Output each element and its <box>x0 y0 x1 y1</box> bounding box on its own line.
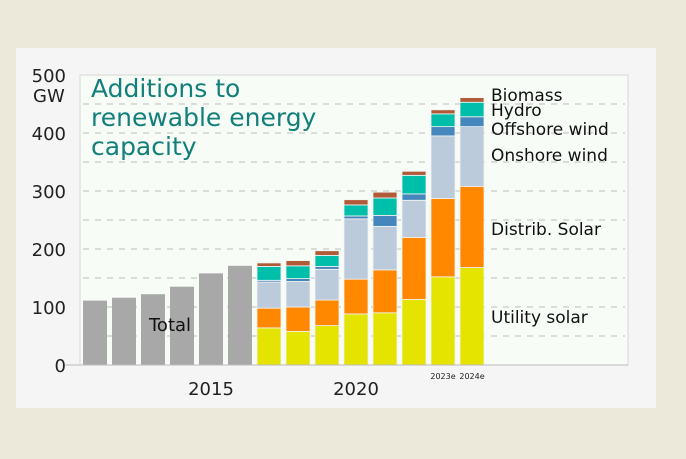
legend-label-utility-solar: Utility solar <box>491 308 588 328</box>
bar-biomass-2022 <box>401 170 427 176</box>
chart-title-line: Additions to <box>91 74 240 103</box>
bar-hydro-2017 <box>256 265 282 281</box>
bar-biomass-2018 <box>285 260 311 267</box>
bar-distrib-solar-2020 <box>343 278 369 315</box>
bar-offshore-wind-2023e <box>430 126 456 137</box>
y-tick-label: 300 <box>32 182 66 203</box>
chart-title-line: renewable energy <box>91 103 317 132</box>
bar-hydro-2020 <box>343 204 369 217</box>
bar-hydro-2023e <box>430 113 456 128</box>
y-axis-unit: GW <box>33 86 65 107</box>
bar-utility-solar-2022 <box>401 299 427 366</box>
bar-distrib-solar-2024e <box>459 185 485 268</box>
bar-utility-solar-2017 <box>256 327 282 366</box>
legend-label-biomass: Biomass <box>491 86 563 106</box>
bar-utility-solar-2019 <box>314 325 340 366</box>
y-tick-label: 200 <box>32 240 66 261</box>
bar-total-2016 <box>228 265 252 365</box>
bar-distrib-solar-2017 <box>256 307 282 329</box>
x-tick-label: 2020 <box>333 379 379 400</box>
bar-hydro-2024e <box>459 101 485 118</box>
bar-hydro-2018 <box>285 265 311 279</box>
bar-distrib-solar-2021 <box>372 269 398 314</box>
bar-onshore-wind-2021 <box>372 225 398 271</box>
x-tick-label: 2024e <box>459 372 484 381</box>
bar-biomass-2024e <box>459 97 485 103</box>
bar-onshore-wind-2020 <box>343 218 369 280</box>
bar-utility-solar-2020 <box>343 313 369 366</box>
total-label: Total <box>148 315 191 336</box>
bar-offshore-wind-2024e <box>459 116 485 128</box>
bar-total-2011 <box>83 300 107 365</box>
bar-hydro-2022 <box>401 174 427 195</box>
bar-offshore-wind-2022 <box>401 193 427 201</box>
bar-biomass-2023e <box>430 109 456 115</box>
bar-hydro-2019 <box>314 254 340 267</box>
legend-label-hydro: Hydro <box>491 101 542 121</box>
bar-utility-solar-2021 <box>372 312 398 366</box>
bar-biomass-2019 <box>314 250 340 256</box>
y-tick-label: 500 <box>32 66 66 87</box>
legend-label-distrib-solar: Distrib. Solar <box>491 220 601 240</box>
bar-utility-solar-2024e <box>459 267 485 366</box>
y-tick-label: 400 <box>32 124 66 145</box>
bar-biomass-2017 <box>256 262 282 267</box>
bar-biomass-2020 <box>343 199 369 206</box>
bar-utility-solar-2023e <box>430 276 456 366</box>
legend-label-onshore-wind: Onshore wind <box>491 146 608 166</box>
bar-total-2013 <box>141 294 165 365</box>
bar-onshore-wind-2018 <box>285 281 311 308</box>
bar-distrib-solar-2022 <box>401 236 427 300</box>
bar-utility-solar-2018 <box>285 330 311 366</box>
y-tick-label: 0 <box>55 356 66 377</box>
y-tick-label: 100 <box>32 298 66 319</box>
bar-biomass-2021 <box>372 191 398 199</box>
bar-onshore-wind-2023e <box>430 135 456 199</box>
x-tick-label: 2023e <box>430 372 455 381</box>
bar-offshore-wind-2020 <box>343 215 369 220</box>
legend-label-offshore-wind: Offshore wind <box>491 120 609 140</box>
bar-onshore-wind-2017 <box>256 281 282 309</box>
bar-offshore-wind-2018 <box>285 278 311 282</box>
bar-onshore-wind-2024e <box>459 126 485 187</box>
bar-total-2014 <box>170 286 194 365</box>
chart-title-line: capacity <box>91 132 197 161</box>
bar-distrib-solar-2019 <box>314 299 340 326</box>
bar-total-2015 <box>199 273 223 365</box>
bar-total-2012 <box>112 297 136 365</box>
bar-distrib-solar-2018 <box>285 306 311 332</box>
bar-offshore-wind-2021 <box>372 214 398 227</box>
x-tick-label: 2015 <box>188 379 234 400</box>
bar-onshore-wind-2019 <box>314 268 340 301</box>
bar-onshore-wind-2022 <box>401 199 427 238</box>
bar-offshore-wind-2019 <box>314 265 340 270</box>
bar-distrib-solar-2023e <box>430 198 456 278</box>
bar-hydro-2021 <box>372 197 398 216</box>
